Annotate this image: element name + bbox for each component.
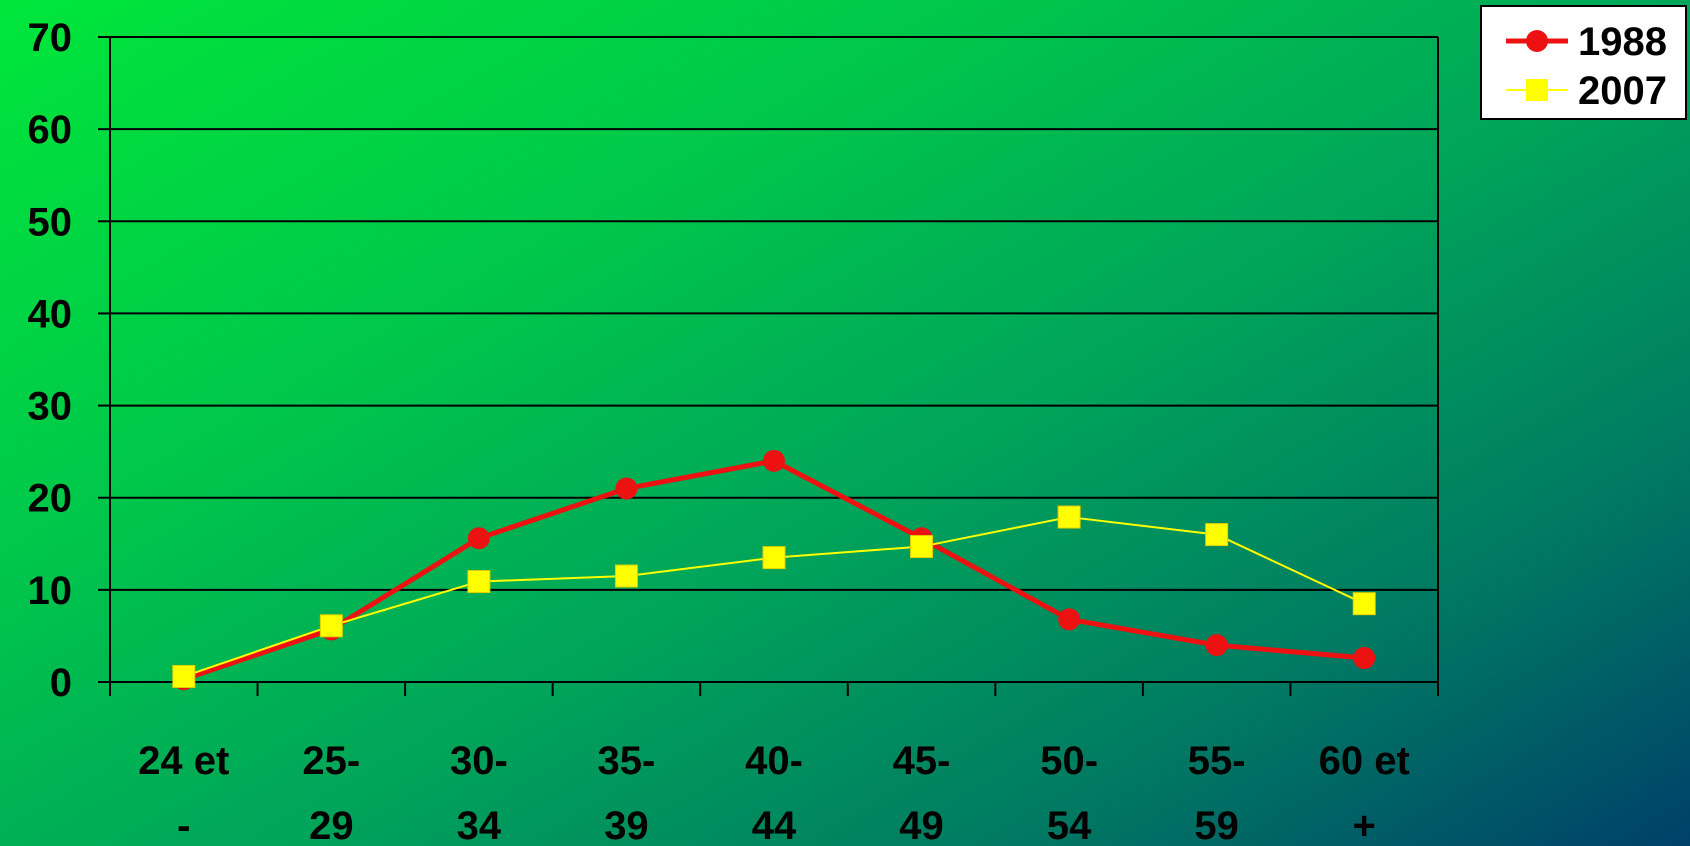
data-point-2007 — [1205, 523, 1229, 547]
data-point-2007 — [172, 664, 196, 688]
series-2007 — [172, 505, 1376, 688]
data-point-1988 — [1205, 634, 1228, 657]
axes — [98, 36, 1439, 696]
legend-marker — [1526, 30, 1548, 52]
x-tick-label: 50-54 — [1040, 739, 1098, 846]
x-tick-label: 45-49 — [893, 739, 951, 846]
x-tick-label: 35-39 — [598, 739, 656, 846]
data-point-2007 — [1057, 505, 1081, 529]
data-point-2007 — [319, 614, 343, 638]
legend-item-1988: 1988 — [1506, 20, 1667, 64]
data-point-2007 — [467, 570, 491, 594]
x-tick-label: 30-34 — [450, 739, 508, 846]
y-tick-label: 60 — [28, 108, 73, 152]
x-axis-tick-labels: 24 et - 25-29 30-34 35-39 40-44 45-49 50-54 55-5… — [138, 739, 1410, 846]
legend-label: 1988 — [1578, 20, 1667, 64]
legend-item-2007: 2007 — [1506, 69, 1667, 113]
y-tick-label: 20 — [28, 477, 73, 521]
data-point-2007 — [1352, 592, 1376, 616]
data-point-1988 — [1353, 647, 1376, 670]
data-point-1988 — [1058, 608, 1081, 631]
y-tick-label: 0 — [50, 661, 72, 705]
y-tick-label: 30 — [28, 385, 73, 429]
series-1988 — [172, 449, 1376, 691]
series-line-2007 — [183, 516, 1365, 678]
legend-box — [1480, 5, 1687, 120]
data-point-1988 — [467, 527, 490, 550]
gridlines — [110, 36, 1438, 591]
data-point-2007 — [910, 535, 934, 559]
data-point-2007 — [762, 546, 786, 570]
legend-marker — [1526, 79, 1548, 101]
data-point-1988 — [763, 449, 785, 472]
legend: 1988 2007 — [1480, 5, 1687, 120]
x-tick-label: 40-44 — [745, 739, 803, 846]
y-axis-tick-labels: 0 10 20 30 40 50 60 70 — [28, 16, 73, 705]
x-tick-label: 60 et + — [1319, 739, 1410, 846]
data-point-2007 — [614, 564, 638, 588]
x-tick-label: 25-29 — [302, 739, 360, 846]
y-tick-label: 70 — [28, 16, 73, 60]
x-tick-label: 55-59 — [1188, 739, 1246, 846]
legend-label: 2007 — [1578, 69, 1667, 113]
y-tick-label: 10 — [28, 569, 73, 613]
series-line-1988 — [182, 458, 1365, 682]
data-point-1988 — [615, 477, 638, 500]
series — [172, 449, 1376, 691]
y-tick-label: 40 — [28, 292, 73, 336]
x-tick-label: 24 et - — [138, 739, 229, 846]
y-tick-label: 50 — [28, 200, 73, 244]
